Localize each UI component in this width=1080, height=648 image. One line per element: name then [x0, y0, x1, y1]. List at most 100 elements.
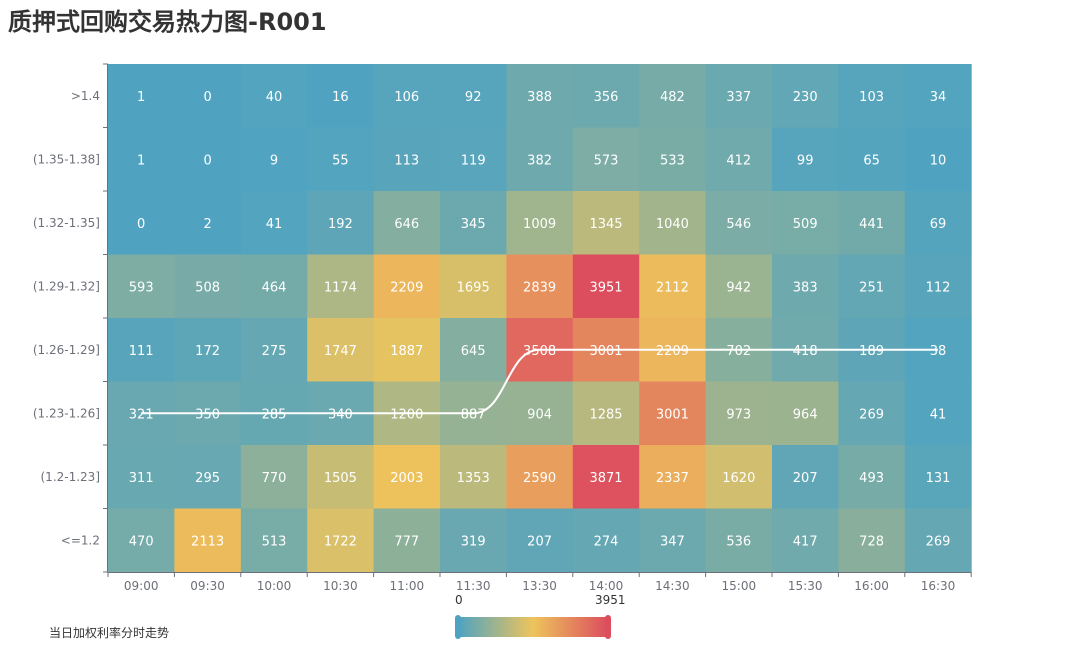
- heatmap-cell[interactable]: [108, 318, 175, 382]
- heatmap-cell[interactable]: [108, 191, 175, 255]
- heatmap-cell[interactable]: [440, 127, 507, 192]
- heatmap-cell[interactable]: [572, 381, 640, 446]
- heatmap-cell[interactable]: [506, 127, 574, 192]
- heatmap-cell[interactable]: [838, 381, 906, 446]
- heatmap-cell[interactable]: [772, 127, 839, 192]
- heatmap-cell[interactable]: [373, 64, 441, 128]
- heatmap-cell[interactable]: [440, 508, 507, 573]
- heatmap-cell[interactable]: [108, 254, 175, 319]
- heatmap-cell[interactable]: [904, 191, 972, 255]
- heatmap-cell[interactable]: [373, 254, 441, 319]
- cell-value-label: 493: [859, 471, 884, 486]
- heatmap-cell[interactable]: [506, 508, 574, 573]
- heatmap-cell[interactable]: [838, 127, 906, 192]
- heatmap-cell[interactable]: [904, 381, 972, 446]
- heatmap-cell[interactable]: [307, 127, 375, 192]
- heatmap-cell[interactable]: [307, 508, 375, 573]
- heatmap-cell[interactable]: [639, 64, 707, 128]
- heatmap-cell[interactable]: [440, 64, 507, 128]
- heatmap-cell[interactable]: [572, 445, 640, 509]
- visual-map-bar[interactable]: [455, 615, 611, 639]
- heatmap-cell[interactable]: [572, 508, 640, 573]
- heatmap-cell[interactable]: [108, 445, 175, 509]
- heatmap-cell[interactable]: [772, 381, 839, 446]
- heatmap-cell[interactable]: [639, 191, 707, 255]
- heatmap-cell[interactable]: [838, 254, 906, 319]
- heatmap-cell[interactable]: [705, 381, 773, 446]
- heatmap-cell[interactable]: [572, 127, 640, 192]
- heatmap-cell[interactable]: [174, 127, 242, 192]
- heatmap-cell[interactable]: [838, 191, 906, 255]
- heatmap-cell[interactable]: [307, 254, 375, 319]
- heatmap-cell[interactable]: [904, 445, 972, 509]
- heatmap-cell[interactable]: [240, 191, 308, 255]
- heatmap-cell[interactable]: [772, 254, 839, 319]
- heatmap-cell[interactable]: [506, 381, 574, 446]
- heatmap-cell[interactable]: [307, 445, 375, 509]
- heatmap-cell[interactable]: [572, 254, 640, 319]
- heatmap-cell[interactable]: [108, 64, 175, 128]
- heatmap-cell[interactable]: [772, 445, 839, 509]
- heatmap-cell[interactable]: [240, 127, 308, 192]
- heatmap-cell[interactable]: [174, 191, 242, 255]
- heatmap-cell[interactable]: [174, 64, 242, 128]
- heatmap-cell[interactable]: [440, 318, 507, 382]
- heatmap-cell[interactable]: [240, 64, 308, 128]
- heatmap-cell[interactable]: [506, 64, 574, 128]
- heatmap-cell[interactable]: [639, 381, 707, 446]
- heatmap-cell[interactable]: [705, 254, 773, 319]
- heatmap-cell[interactable]: [174, 445, 242, 509]
- heatmap-cell[interactable]: [373, 318, 441, 382]
- heatmap-cell[interactable]: [639, 508, 707, 573]
- heatmap-cell[interactable]: [240, 318, 308, 382]
- heatmap-cell[interactable]: [108, 508, 175, 573]
- cell-value-label: 41: [930, 407, 947, 422]
- visual-map-min-handle[interactable]: [455, 615, 461, 639]
- heatmap-cell[interactable]: [639, 254, 707, 319]
- heatmap-cell[interactable]: [904, 254, 972, 319]
- heatmap-cell[interactable]: [639, 127, 707, 192]
- heatmap-cell[interactable]: [373, 508, 441, 573]
- cell-value-label: 645: [461, 344, 486, 359]
- heatmap-cell[interactable]: [838, 508, 906, 573]
- cell-value-label: 508: [195, 280, 220, 295]
- heatmap-cell[interactable]: [240, 508, 308, 573]
- heatmap-cell[interactable]: [772, 64, 839, 128]
- heatmap-cell[interactable]: [440, 254, 507, 319]
- heatmap-cell[interactable]: [174, 254, 242, 319]
- heatmap-cell[interactable]: [904, 127, 972, 192]
- heatmap-cell[interactable]: [307, 64, 375, 128]
- heatmap-cell[interactable]: [705, 127, 773, 192]
- heatmap-cell[interactable]: [240, 254, 308, 319]
- heatmap-cell[interactable]: [904, 64, 972, 128]
- heatmap-cell[interactable]: [705, 445, 773, 509]
- visual-map-max-handle[interactable]: [605, 615, 611, 639]
- heatmap-cell[interactable]: [572, 191, 640, 255]
- heatmap-cell[interactable]: [506, 191, 574, 255]
- heatmap-cell[interactable]: [838, 64, 906, 128]
- heatmap-cell[interactable]: [506, 254, 574, 319]
- heatmap-cell[interactable]: [373, 191, 441, 255]
- heatmap-cell[interactable]: [838, 445, 906, 509]
- heatmap-cell[interactable]: [373, 445, 441, 509]
- heatmap-cell[interactable]: [705, 508, 773, 573]
- heatmap-cell[interactable]: [506, 445, 574, 509]
- heatmap-cell[interactable]: [174, 318, 242, 382]
- chart-axes: 09:00 09:30 10:00 10:30 11:00 11:30 13:30 14:00…: [33, 63, 972, 593]
- heatmap-cell[interactable]: [572, 64, 640, 128]
- heatmap-cell[interactable]: [440, 445, 507, 509]
- heatmap-cell[interactable]: [108, 127, 175, 192]
- heatmap-cell[interactable]: [705, 191, 773, 255]
- heatmap-cell[interactable]: [240, 445, 308, 509]
- heatmap-cell[interactable]: [705, 64, 773, 128]
- heatmap-cell[interactable]: [440, 191, 507, 255]
- heatmap-cell[interactable]: [307, 318, 375, 382]
- heatmap-cell[interactable]: [772, 508, 839, 573]
- heatmap-cell[interactable]: [904, 508, 972, 573]
- heatmap-cell[interactable]: [639, 445, 707, 509]
- heatmap-cell[interactable]: [307, 191, 375, 255]
- heatmap-cell[interactable]: [174, 508, 242, 573]
- heatmap-cell[interactable]: [373, 127, 441, 192]
- heatmap-cell[interactable]: [772, 191, 839, 255]
